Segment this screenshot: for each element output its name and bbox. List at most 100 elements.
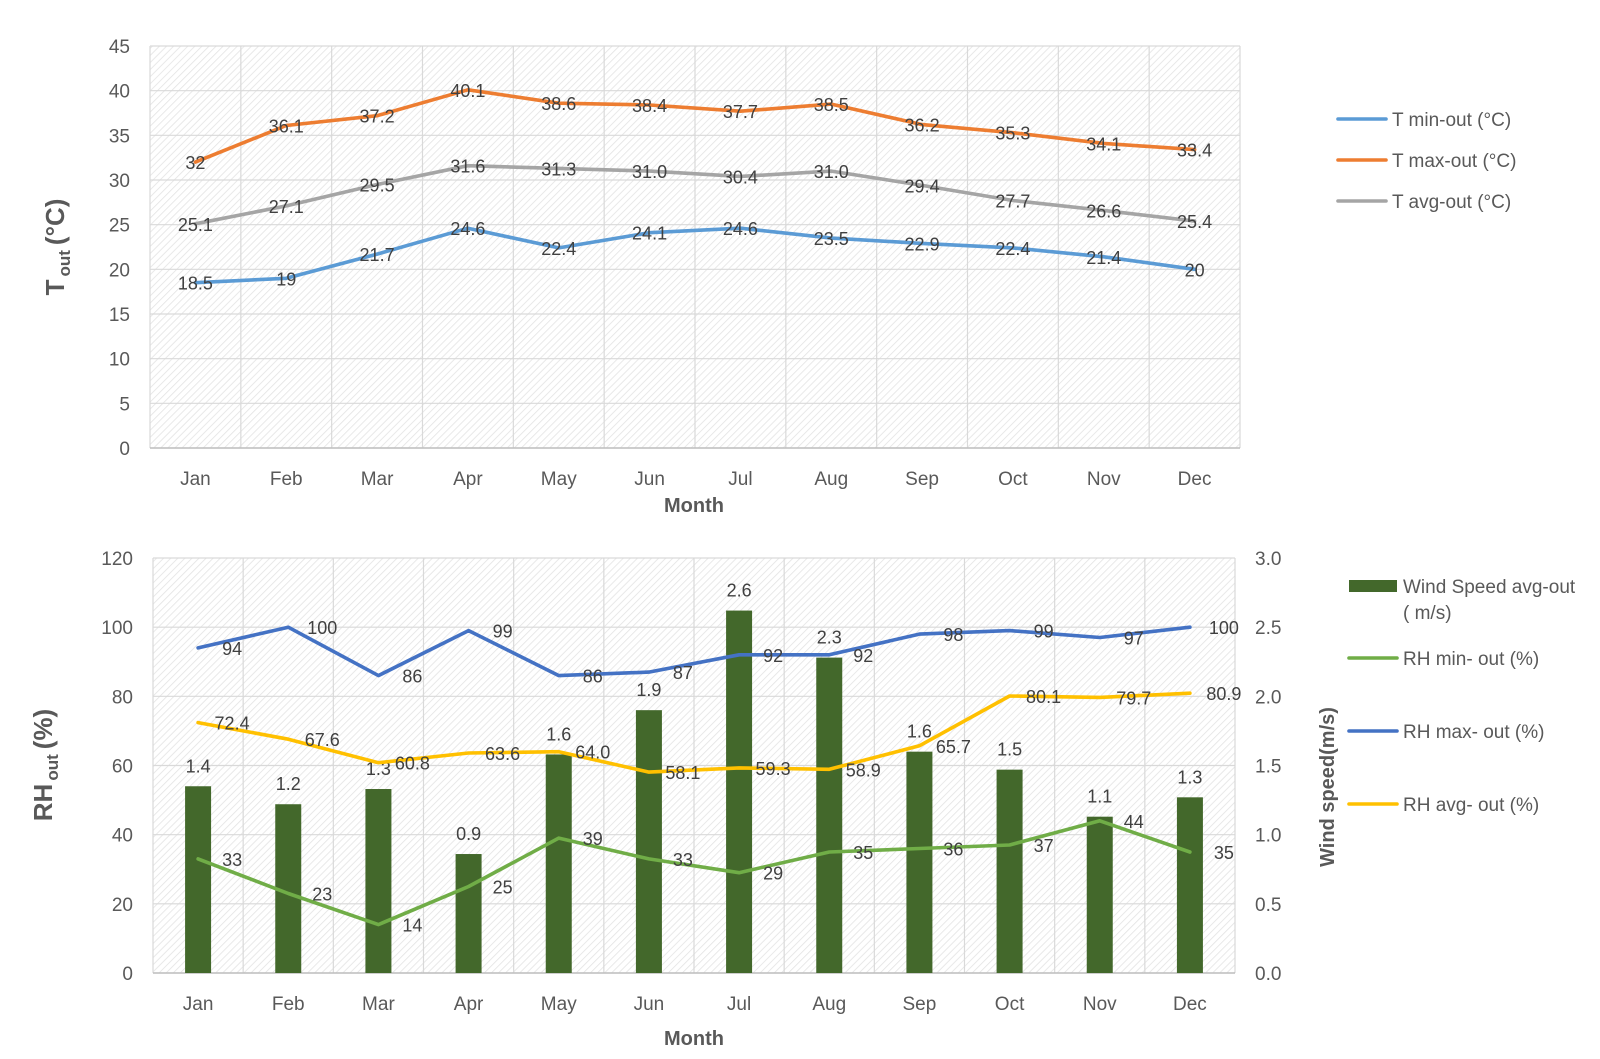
line-data-label: 18.5 bbox=[178, 274, 213, 294]
line-data-label: 21.4 bbox=[1086, 248, 1121, 268]
y-tick-label: 40 bbox=[112, 826, 133, 847]
y-tick-label: 20 bbox=[112, 895, 133, 916]
line-data-label: 87 bbox=[673, 663, 693, 683]
wind-speed-bar bbox=[1086, 816, 1113, 973]
line-data-label: 14 bbox=[402, 916, 422, 936]
wind-speed-bar bbox=[185, 786, 212, 973]
line-data-label: 37.2 bbox=[360, 107, 395, 127]
line-data-label: 34.1 bbox=[1086, 134, 1121, 154]
line-data-label: 22.4 bbox=[995, 239, 1030, 259]
line-data-label: 24.6 bbox=[450, 219, 485, 239]
temperature-chart: 0 5 10 15 20 25 30 35 40 45 Jan Feb Mar Apr May Jun Jul… bbox=[40, 37, 1516, 517]
y-tick-label: 60 bbox=[112, 757, 133, 778]
x-tick-label: Nov bbox=[1087, 469, 1121, 490]
line-data-label: 67.6 bbox=[305, 730, 340, 750]
line-data-label: 100 bbox=[307, 618, 337, 638]
line-data-label: 32 bbox=[185, 153, 205, 173]
series-line bbox=[196, 691, 1192, 774]
bar-data-label: 2.3 bbox=[817, 628, 842, 648]
bar-data-label: 1.5 bbox=[997, 740, 1022, 760]
line-data-label: 36 bbox=[943, 840, 963, 860]
x-tick-label: Aug bbox=[812, 994, 846, 1015]
legend-label: RH max- out (%) bbox=[1403, 722, 1544, 743]
legend-label: T avg-out (°C) bbox=[1392, 192, 1511, 213]
line-data-label: 63.6 bbox=[485, 744, 520, 764]
legend-label: RH avg- out (%) bbox=[1403, 795, 1539, 816]
y-tick-label: 30 bbox=[109, 171, 130, 192]
line-data-label: 58.1 bbox=[665, 763, 700, 783]
line-data-label: 26.6 bbox=[1086, 201, 1121, 221]
wind-speed-bar bbox=[726, 610, 753, 973]
bar-data-label: 1.3 bbox=[366, 759, 391, 779]
line-data-label: 31.3 bbox=[541, 159, 576, 179]
line-data-label: 36.2 bbox=[905, 116, 940, 136]
wind-speed-bar bbox=[455, 854, 482, 973]
humidity-x-axis-title: Month bbox=[664, 1028, 724, 1050]
x-tick-label: Apr bbox=[454, 994, 484, 1015]
line-data-label: 30.4 bbox=[723, 167, 758, 187]
line-data-label: 20 bbox=[1185, 260, 1205, 280]
line-data-label: 100 bbox=[1209, 618, 1239, 638]
y2-tick-label: 1.0 bbox=[1255, 826, 1281, 847]
temperature-x-axis-title: Month bbox=[664, 495, 724, 517]
x-tick-label: Feb bbox=[270, 469, 303, 490]
legend-label: RH min- out (%) bbox=[1403, 649, 1539, 670]
legend-label: T max-out (°C) bbox=[1392, 151, 1516, 172]
bar-data-label: 1.6 bbox=[546, 724, 571, 744]
line-data-label: 33 bbox=[222, 850, 242, 870]
line-data-label: 22.9 bbox=[905, 234, 940, 254]
y2-tick-label: 0.5 bbox=[1255, 895, 1281, 916]
line-data-label: 35.3 bbox=[995, 124, 1030, 144]
temperature-y-axis-title: Tout(°C) bbox=[40, 199, 74, 296]
wind-speed-bar bbox=[545, 754, 572, 973]
x-tick-label: Jun bbox=[634, 994, 665, 1015]
line-data-label: 99 bbox=[493, 622, 513, 642]
line-data-label: 39 bbox=[583, 829, 603, 849]
line-data-label: 27.1 bbox=[269, 197, 304, 217]
line-data-label: 24.1 bbox=[632, 224, 667, 244]
line-data-label: 36.1 bbox=[269, 117, 304, 137]
y-tick-label: 20 bbox=[109, 260, 130, 281]
x-tick-label: Jun bbox=[634, 469, 665, 490]
bar-data-label: 1.6 bbox=[907, 722, 932, 742]
line-data-label: 72.4 bbox=[215, 714, 250, 734]
x-tick-label: Aug bbox=[814, 469, 848, 490]
bar-data-label: 2.6 bbox=[727, 581, 752, 601]
line-data-label: 86 bbox=[402, 667, 422, 687]
line-data-label: 27.7 bbox=[995, 192, 1030, 212]
line-data-label: 59.3 bbox=[756, 759, 791, 779]
x-tick-label: Sep bbox=[905, 469, 939, 490]
line-data-label: 38.5 bbox=[814, 95, 849, 115]
line-data-label: 65.7 bbox=[936, 737, 971, 757]
wind-speed-bar bbox=[816, 657, 843, 973]
line-data-label: 98 bbox=[943, 625, 963, 645]
y-tick-label: 10 bbox=[109, 350, 130, 371]
bar-data-label: 1.1 bbox=[1087, 787, 1112, 807]
x-tick-label: Dec bbox=[1178, 469, 1212, 490]
series-line bbox=[196, 818, 1192, 927]
line-data-label: 29 bbox=[763, 864, 783, 884]
x-tick-label: Sep bbox=[903, 994, 937, 1015]
wind-speed-bar bbox=[906, 751, 933, 973]
x-tick-label: Feb bbox=[272, 994, 305, 1015]
y-tick-label: 35 bbox=[109, 126, 130, 147]
line-data-label: 40.1 bbox=[450, 81, 485, 101]
x-tick-label: Jan bbox=[183, 994, 214, 1015]
wind-speed-bar bbox=[365, 789, 392, 973]
y-tick-label: 0 bbox=[119, 439, 130, 460]
line-data-label: 31.0 bbox=[632, 162, 667, 182]
line-data-label: 22.4 bbox=[541, 239, 576, 259]
y2-tick-label: 0.0 bbox=[1255, 964, 1281, 985]
wind-speed-axis-title: Wind speed(m/s) bbox=[1317, 707, 1339, 867]
line-data-label: 79.7 bbox=[1116, 688, 1151, 708]
y2-tick-label: 3.0 bbox=[1255, 549, 1281, 570]
series-line bbox=[196, 625, 1192, 678]
line-data-label: 37 bbox=[1034, 836, 1054, 856]
line-data-label: 80.9 bbox=[1206, 684, 1241, 704]
line-data-label: 31.6 bbox=[450, 157, 485, 177]
x-tick-label: Oct bbox=[998, 469, 1028, 490]
y2-tick-label: 1.5 bbox=[1255, 757, 1281, 778]
legend-label: ( m/s) bbox=[1403, 603, 1452, 624]
series-line bbox=[193, 88, 1197, 164]
